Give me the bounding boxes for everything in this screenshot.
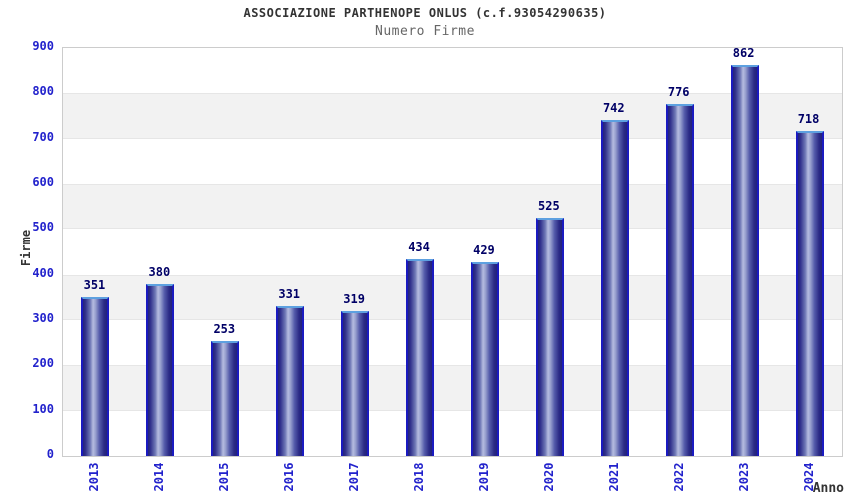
y-tick-label: 600 [32, 175, 54, 189]
x-tick-label: 2017 [347, 462, 362, 492]
bar-2024 [795, 130, 824, 456]
bar-2017 [341, 311, 370, 456]
bar-2019 [470, 261, 499, 456]
grid-band [63, 184, 842, 230]
bar-2015 [211, 341, 240, 456]
bar-2016 [276, 305, 305, 456]
bar-2013 [81, 296, 110, 456]
bar-value-label: 718 [797, 111, 820, 126]
bar-value-label: 742 [602, 100, 625, 115]
x-tick-label: 2015 [217, 462, 232, 492]
bar-2023 [730, 65, 759, 456]
plot-area [62, 47, 843, 457]
chart-title: ASSOCIAZIONE PARTHENOPE ONLUS (c.f.93054… [243, 6, 607, 20]
y-tick-label: 0 [46, 447, 54, 461]
bar-value-label: 525 [538, 199, 560, 213]
x-tick-label: 2013 [87, 462, 102, 492]
y-axis-title: Firme [19, 229, 33, 267]
bar-2014 [146, 283, 175, 456]
bar-2018 [406, 259, 435, 456]
bar-value-label: 862 [732, 46, 755, 61]
chart-subtitle: Numero Firme [375, 24, 475, 39]
bar-value-label: 351 [83, 277, 106, 292]
bar-value-label: 331 [278, 286, 301, 301]
grid-band [63, 274, 842, 320]
y-tick-label: 700 [32, 129, 54, 144]
x-tick-label: 2018 [412, 462, 427, 492]
bar-value-label: 776 [667, 85, 690, 100]
x-tick-label: 2016 [282, 462, 297, 492]
bar-value-label: 380 [148, 264, 171, 279]
bar-value-label: 319 [343, 292, 365, 307]
y-tick-label: 200 [32, 356, 54, 371]
bar-value-label: 429 [473, 242, 495, 257]
y-tick-label: 800 [32, 84, 54, 99]
x-tick-label: 2014 [152, 462, 167, 492]
y-tick-label: 100 [32, 401, 54, 416]
x-axis-title: Anno [812, 481, 844, 496]
bar-2022 [665, 104, 694, 456]
y-tick-label: 400 [32, 265, 54, 280]
bar-2020 [535, 218, 564, 456]
bar-2021 [600, 119, 629, 456]
grid-band [63, 365, 842, 411]
grid-band [63, 93, 842, 139]
x-tick-label: 2021 [606, 462, 621, 492]
y-tick-label: 900 [32, 39, 54, 53]
x-tick-label: 2019 [476, 462, 491, 492]
bar-value-label: 253 [213, 322, 236, 337]
x-tick-label: 2020 [541, 462, 556, 492]
x-tick-label: 2022 [671, 462, 686, 492]
y-tick-label: 500 [32, 220, 54, 235]
x-tick-label: 2023 [736, 462, 751, 492]
bar-value-label: 434 [408, 240, 430, 255]
y-tick-label: 300 [32, 311, 54, 325]
